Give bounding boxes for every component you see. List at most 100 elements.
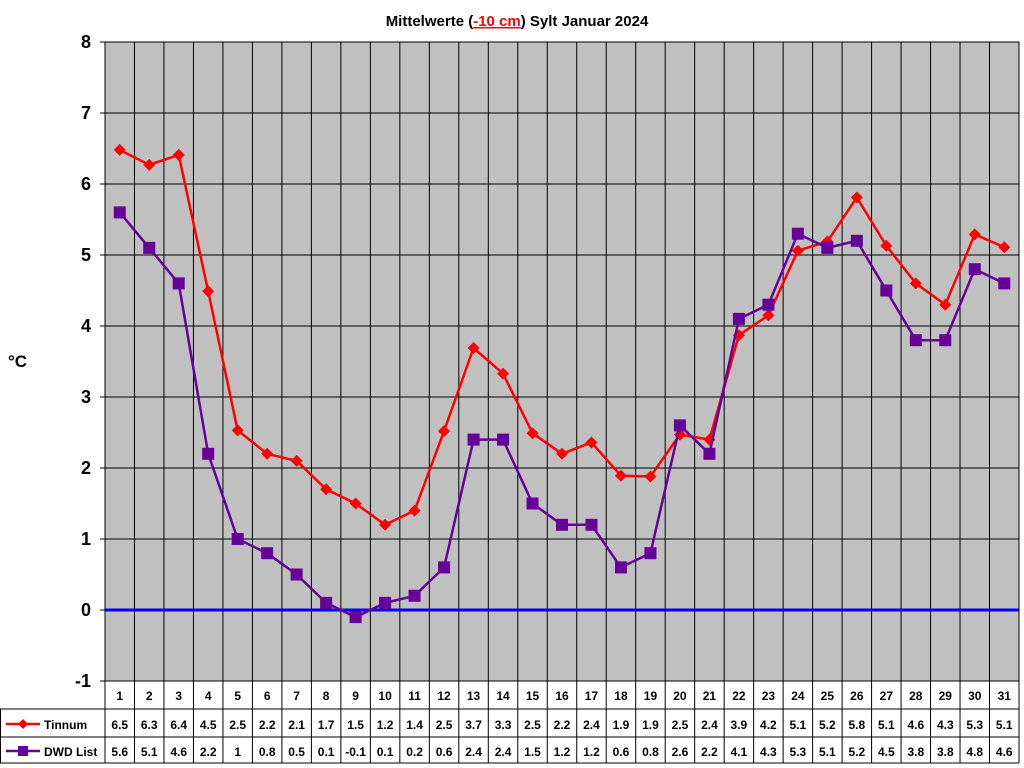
table-cell-value: 3.9 <box>731 718 748 732</box>
x-tick-label: 20 <box>673 689 687 703</box>
x-tick-label: 8 <box>323 689 330 703</box>
data-point <box>379 518 392 531</box>
data-point <box>939 298 952 311</box>
x-tick-label: 28 <box>909 689 923 703</box>
x-tick-label: 2 <box>146 689 153 703</box>
table-cell-value: 5.3 <box>966 718 983 732</box>
data-point <box>998 277 1011 290</box>
x-tick-label: 10 <box>378 689 392 703</box>
data-point <box>673 419 686 432</box>
table-cell-value: 5.1 <box>996 718 1013 732</box>
data-point <box>290 568 303 581</box>
table-cell-value: 3.7 <box>465 718 482 732</box>
table-cell-value: 2.4 <box>495 745 512 759</box>
data-point <box>113 143 126 156</box>
y-tick-label: 0 <box>81 600 91 620</box>
data-point <box>438 561 451 574</box>
x-tick-label: 14 <box>496 689 510 703</box>
y-tick-label: 7 <box>81 103 91 123</box>
table-cell-value: 1.9 <box>642 718 659 732</box>
x-tick-label: 27 <box>880 689 894 703</box>
table-cell-value: 1.2 <box>554 745 571 759</box>
table-cell-value: 4.6 <box>996 745 1013 759</box>
table-cell-value: 1.5 <box>347 718 364 732</box>
table-cell-value: 0.1 <box>318 745 335 759</box>
data-point <box>320 483 333 496</box>
data-point <box>497 433 510 446</box>
table-cell-value: 0.1 <box>377 745 394 759</box>
y-tick-label: 6 <box>81 174 91 194</box>
table-cell-value: 1.4 <box>406 718 423 732</box>
x-tick-label: 31 <box>998 689 1012 703</box>
table-cell-value: 4.3 <box>937 718 954 732</box>
data-point <box>261 447 274 460</box>
chart-title-highlight: -10 cm <box>473 13 521 30</box>
table-cell-value: 6.3 <box>141 718 158 732</box>
x-tick-label: 29 <box>939 689 953 703</box>
x-tick-label: 19 <box>644 689 658 703</box>
y-tick-label: 1 <box>81 529 91 549</box>
x-tick-label: 30 <box>968 689 982 703</box>
y-tick-label: 3 <box>81 387 91 407</box>
x-tick-label: 23 <box>762 689 776 703</box>
data-point <box>231 424 244 437</box>
table-cell-value: 1 <box>234 745 241 759</box>
table-cell-value: 0.6 <box>613 745 630 759</box>
plot-area: 8 7 6 5 4 3 2 1 0 -1 <box>75 32 1020 691</box>
data-point <box>703 447 716 460</box>
data-point <box>968 263 981 276</box>
plot-background <box>105 42 1019 681</box>
data-table: 1 2 3 4 5 6 7 8 9 10 11 12 13 14 15 16 17 18 19 20 21 22 23 24 2… <box>0 680 1020 764</box>
table-cell-value: 2.2 <box>200 745 217 759</box>
x-tick-label: 24 <box>791 689 805 703</box>
x-tick-label: 1 <box>116 689 123 703</box>
data-point <box>821 241 834 254</box>
data-point <box>850 191 863 204</box>
table-cell-value: 3.3 <box>495 718 512 732</box>
table-cell-value: 5.6 <box>111 745 128 759</box>
chart-title-after: ) Sylt Januar 2024 <box>521 13 649 30</box>
data-point <box>261 547 274 560</box>
x-tick-label: 26 <box>850 689 864 703</box>
table-cell-value: 0.8 <box>259 745 276 759</box>
table-cell-value: 5.1 <box>878 718 895 732</box>
data-point <box>349 611 362 624</box>
data-point <box>143 158 156 171</box>
table-cell-value: 3.8 <box>937 745 954 759</box>
y-tick-label: -1 <box>75 671 91 691</box>
table-cell-value: 0.2 <box>406 745 423 759</box>
table-cell-value: 2.5 <box>672 718 689 732</box>
data-point <box>408 589 421 602</box>
table-cell-value: 2.2 <box>554 718 571 732</box>
table-cell-value: 1.2 <box>583 745 600 759</box>
chart-title-before: Mittelwerte ( <box>386 13 474 30</box>
x-tick-label: 21 <box>703 689 717 703</box>
x-tick-label: 22 <box>732 689 746 703</box>
table-cell-value: 2.4 <box>583 718 600 732</box>
data-point <box>909 334 922 347</box>
table-cell-value: 4.6 <box>907 718 924 732</box>
data-point <box>909 277 922 290</box>
chart-title: Mittelwerte (-10 cm) Sylt Januar 2024 <box>386 13 649 30</box>
table-cell-value: 5.1 <box>141 745 158 759</box>
data-point <box>526 497 539 510</box>
data-point <box>850 234 863 247</box>
table-cell-value: 2.6 <box>672 745 689 759</box>
data-point <box>467 433 480 446</box>
x-tick-label: 16 <box>555 689 569 703</box>
table-cell-value: 0.8 <box>642 745 659 759</box>
legend-label: Tinnum <box>44 718 87 732</box>
table-cell-value: 5.1 <box>819 745 836 759</box>
data-point <box>231 533 244 545</box>
data-point <box>968 228 981 241</box>
table-cell-value: 5.1 <box>790 718 807 732</box>
data-point <box>467 342 480 355</box>
table-cell-value: 6.5 <box>111 718 128 732</box>
data-point <box>762 309 775 322</box>
table-cell-value: 0.6 <box>436 745 453 759</box>
data-point <box>113 206 126 219</box>
table-cell-value: 3.8 <box>907 745 924 759</box>
table-cell-value: 2.5 <box>524 718 541 732</box>
table-cell-value: 4.6 <box>170 745 187 759</box>
